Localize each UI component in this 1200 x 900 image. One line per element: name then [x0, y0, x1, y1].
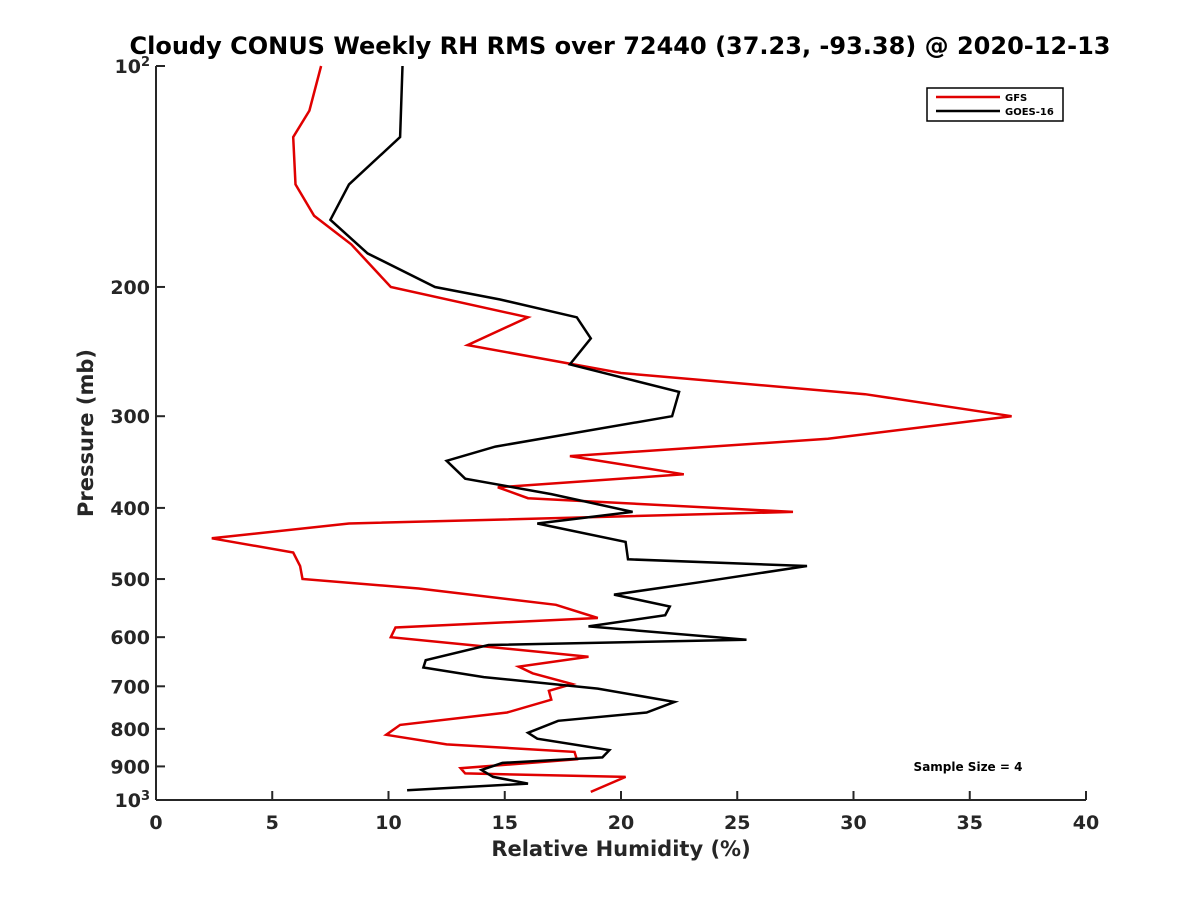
- x-axis-label: Relative Humidity (%): [491, 837, 750, 861]
- x-tick-label: 25: [724, 812, 750, 834]
- x-tick-label: 20: [608, 812, 634, 834]
- y-tick-label: 800: [110, 719, 150, 741]
- x-tick-label: 5: [266, 812, 279, 834]
- chart-title: Cloudy CONUS Weekly RH RMS over 72440 (3…: [130, 32, 1111, 60]
- x-ticks: 0 5 10 15 20 25 30 35 40: [149, 791, 1099, 834]
- series-line-goes16: [328, 65, 808, 792]
- y-ticks: 102 200 300 400 500 600 700 800 900 103: [110, 55, 165, 813]
- x-tick-label: 40: [1073, 812, 1099, 834]
- plot-area: 0 5 10 15 20 25 30 35 40 102 200 300 400 500 600 700 80…: [110, 55, 1099, 835]
- y-tick-label: 400: [110, 498, 150, 520]
- sample-size-annotation: Sample Size = 4: [914, 760, 1023, 774]
- legend: GFS GOES-16: [926, 87, 1064, 122]
- series-line-gfs: [211, 65, 1012, 794]
- x-tick-label: 30: [840, 812, 866, 834]
- y-tick-label: 700: [110, 676, 150, 698]
- legend-box: [926, 87, 1064, 122]
- series-lines: [211, 65, 1012, 794]
- x-tick-label: 15: [492, 812, 518, 834]
- y-axis-label: Pressure (mb): [74, 349, 98, 517]
- y-tick-label: 500: [110, 569, 150, 591]
- y-tick-label: 900: [110, 756, 150, 778]
- y-tick-label: 200: [110, 277, 150, 299]
- x-tick-label: 35: [957, 812, 983, 834]
- y-tick-label: 103: [115, 789, 151, 813]
- x-tick-label: 10: [375, 812, 401, 834]
- y-tick-label: 600: [110, 627, 150, 649]
- x-tick-label: 0: [149, 812, 162, 834]
- y-tick-label: 300: [110, 406, 150, 428]
- legend-label-goes16: GOES-16: [1005, 107, 1054, 118]
- legend-label-gfs: GFS: [1005, 93, 1027, 104]
- y-tick-label: 102: [115, 55, 151, 79]
